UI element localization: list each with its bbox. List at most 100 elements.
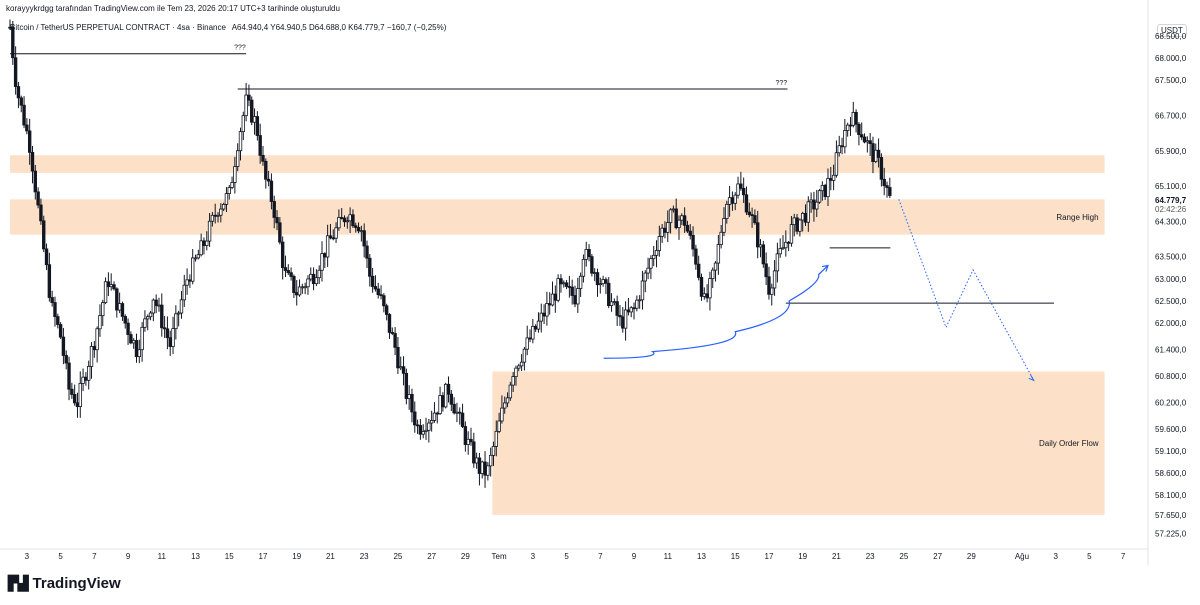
candle-body [764, 263, 768, 278]
candle-body [320, 253, 324, 271]
candle-body [716, 244, 721, 264]
candle-body [446, 383, 451, 395]
candle-body [660, 227, 664, 237]
candle-body [382, 295, 386, 307]
candle-body [840, 145, 844, 148]
candle-body [345, 220, 350, 223]
candle-body [770, 287, 774, 295]
candle-body [511, 376, 515, 386]
candle-body [756, 222, 760, 248]
price-tick-label: 62.500,0 [1155, 297, 1187, 306]
candle-body [58, 324, 63, 338]
candle-body [829, 178, 833, 181]
time-tick-label: 7 [1121, 552, 1126, 561]
price-tick-label: 63.500,0 [1155, 253, 1187, 262]
candle-body [559, 278, 563, 285]
candle-body [432, 412, 437, 421]
candle-body [750, 214, 754, 217]
candle-body [497, 420, 501, 432]
candle-body [508, 384, 513, 399]
candle-body [331, 237, 335, 240]
symbol-name[interactable]: Bitcoin / TetherUS PERPETUAL CONTRACT · … [10, 23, 226, 32]
candle-body [618, 314, 622, 318]
price-tick-label: 59.100,0 [1155, 447, 1187, 456]
candle-body [427, 422, 431, 431]
candle-body [623, 309, 628, 329]
candle-body [666, 222, 670, 233]
candle-body [120, 303, 125, 317]
candle-body [550, 293, 555, 306]
price-tick-label: 60.200,0 [1155, 398, 1187, 407]
candle-body [531, 325, 535, 340]
time-tick-label: 7 [598, 552, 603, 561]
candle-body [581, 258, 586, 277]
candle-body [711, 269, 715, 279]
candle-body [885, 185, 889, 188]
price-tick-label: 68.500,0 [1155, 32, 1187, 41]
candle-body [16, 86, 21, 99]
candle-body [517, 365, 521, 369]
price-tick-label: 60.800,0 [1155, 372, 1187, 381]
candle-body [334, 227, 338, 239]
candle-body [713, 262, 718, 271]
candle-body [300, 286, 305, 289]
candle-body [615, 301, 619, 316]
candle-body [525, 337, 529, 350]
ohlc-readout: A64.940,4 Y64.940,5 D64.688,0 K64.779,7 … [231, 23, 447, 32]
candle-body [719, 231, 723, 245]
candle-body [339, 217, 344, 219]
candle-body [876, 149, 881, 158]
candle-body [781, 247, 785, 250]
candle-body [19, 97, 23, 106]
currency-label[interactable]: USDT [1157, 24, 1187, 37]
candle-body [854, 111, 858, 125]
candle-body [727, 197, 732, 205]
candle-body [879, 157, 884, 180]
candle-body [845, 124, 850, 131]
candle-body [129, 334, 133, 344]
candle-body [182, 284, 186, 301]
candle-body [584, 249, 588, 260]
candle-body [798, 219, 802, 232]
bar-countdown-label: 02:42:26 [1155, 205, 1187, 214]
candle-body [354, 225, 358, 228]
candle-body [401, 366, 406, 374]
candle-body [387, 314, 392, 333]
candle-body [148, 312, 153, 318]
tradingview-logo[interactable]: ▛▟ TradingView [8, 575, 121, 592]
candle-body [140, 326, 144, 351]
candle-body [286, 270, 290, 274]
time-tick-label: 9 [126, 552, 131, 561]
candle-body [455, 411, 459, 414]
candle-body [44, 248, 49, 266]
candle-body [823, 184, 827, 198]
candle-body [691, 234, 695, 250]
candle-body [657, 236, 662, 251]
candle-body [98, 315, 102, 330]
candle-body [452, 403, 456, 414]
candle-body [649, 258, 653, 269]
candle-body [685, 224, 690, 232]
candle-body [244, 94, 248, 117]
momentum-curve [603, 265, 829, 359]
candle-body [677, 219, 681, 229]
time-tick-label: 19 [292, 552, 301, 561]
candle-body [736, 183, 740, 196]
candle-body [733, 194, 737, 204]
time-tick-label: 25 [899, 552, 908, 561]
candle-body [261, 154, 265, 162]
candle-body [61, 336, 66, 356]
candle-body [435, 412, 439, 415]
symbol-legend[interactable]: Bitcoin / TetherUS PERPETUAL CONTRACT · … [10, 23, 450, 32]
time-tick-label: 3 [531, 552, 536, 561]
chart-attribution: korayyykrdgg tarafından TradingView.com … [6, 4, 340, 13]
candle-body [131, 340, 136, 344]
time-tick-label: 21 [832, 552, 841, 561]
candle-body [328, 235, 333, 239]
candle-body [165, 328, 170, 339]
projection-arrowhead [1028, 375, 1035, 382]
candle-body [275, 217, 279, 224]
candle-body [607, 282, 611, 306]
candle-body [188, 279, 192, 282]
